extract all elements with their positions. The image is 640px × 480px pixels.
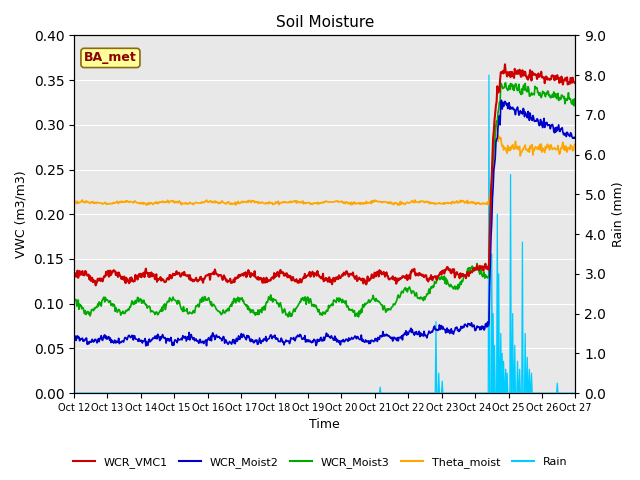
Y-axis label: Rain (mm): Rain (mm)	[612, 181, 625, 247]
Legend: WCR_VMC1, WCR_Moist2, WCR_Moist3, Theta_moist, Rain: WCR_VMC1, WCR_Moist2, WCR_Moist3, Theta_…	[68, 452, 572, 472]
Text: BA_met: BA_met	[84, 51, 137, 64]
X-axis label: Time: Time	[309, 419, 340, 432]
Title: Soil Moisture: Soil Moisture	[276, 15, 374, 30]
Y-axis label: VWC (m3/m3): VWC (m3/m3)	[15, 170, 28, 258]
